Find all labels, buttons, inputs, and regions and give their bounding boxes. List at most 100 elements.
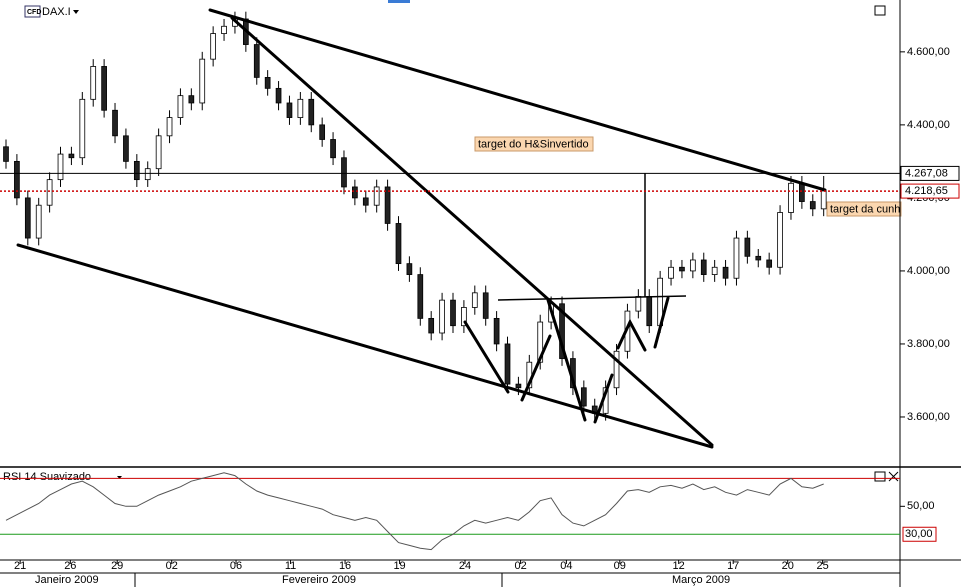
candle-body xyxy=(482,292,489,319)
month-label: Março 2009 xyxy=(672,574,730,586)
drawings xyxy=(16,8,827,449)
candle-body xyxy=(809,201,816,210)
x-tick-label: 24 xyxy=(459,560,471,572)
trend-line xyxy=(16,243,714,449)
trend-line xyxy=(230,16,714,447)
month-label: Fevereiro 2009 xyxy=(282,574,356,586)
month-label: Janeiro 2009 xyxy=(35,574,99,586)
candle-body xyxy=(79,98,86,159)
candle-body xyxy=(417,274,424,319)
indicator-line xyxy=(5,472,824,551)
price-label-box xyxy=(900,183,960,199)
dropdown-icon[interactable] xyxy=(73,10,79,14)
candle-body xyxy=(679,266,685,272)
annotation: target do H&Sinvertido xyxy=(478,138,589,150)
candle-body xyxy=(537,321,544,363)
x-tick-label: 17 xyxy=(727,560,739,572)
candle-body xyxy=(330,139,336,159)
x-tick-label: 09 xyxy=(614,560,626,572)
candle-body xyxy=(580,387,587,407)
x-tick-label: 16 xyxy=(339,560,351,572)
y-tick-label: 3.800,00 xyxy=(907,338,950,350)
candle-body xyxy=(439,299,445,334)
candle-body xyxy=(308,98,315,126)
candle-body xyxy=(788,182,794,213)
candle-body xyxy=(668,266,674,279)
price-label-box xyxy=(900,165,960,181)
candle-body xyxy=(319,124,326,140)
candle-body xyxy=(613,350,620,389)
candle-body xyxy=(133,160,140,181)
x-tick-label: 25 xyxy=(816,560,828,572)
y-tick-label: 3.600,00 xyxy=(907,411,950,423)
pattern-line xyxy=(593,373,614,424)
candle-body xyxy=(755,255,762,261)
candle-body xyxy=(112,109,118,137)
candle-body xyxy=(766,259,773,268)
x-tick-label: 19 xyxy=(393,560,405,572)
badge: CFD xyxy=(27,9,41,16)
candle-body xyxy=(123,135,129,162)
x-tick-label: 21 xyxy=(14,560,26,572)
x-tick-label: 26 xyxy=(64,560,76,572)
annotation-box xyxy=(826,201,902,217)
indicator-title: RSI 14 Suavizado xyxy=(3,471,91,483)
candle-body xyxy=(493,317,500,345)
pattern-line xyxy=(616,318,647,352)
maximize-button[interactable] xyxy=(874,5,886,16)
candle-body xyxy=(471,292,478,308)
candle-body xyxy=(646,296,653,327)
pattern-line xyxy=(463,320,510,394)
candle-body xyxy=(504,343,511,385)
candle-body xyxy=(46,179,53,206)
x-tick-label: 04 xyxy=(560,560,572,572)
candle-body xyxy=(144,168,151,181)
candle-body xyxy=(689,259,696,272)
chart-title: DAX.I xyxy=(42,6,71,18)
candle-body xyxy=(722,266,729,279)
annotation: target da cunh xyxy=(830,203,900,215)
annotation-box xyxy=(474,136,594,152)
x-tick-label: 06 xyxy=(230,560,242,572)
candle-body xyxy=(352,186,358,199)
candle-body xyxy=(14,160,20,199)
candle-body xyxy=(395,223,402,265)
candle-body xyxy=(559,303,565,359)
candle-body xyxy=(744,237,751,257)
candle-body xyxy=(373,186,380,206)
candle-body xyxy=(188,95,195,104)
pattern-line xyxy=(520,334,552,402)
candle-body xyxy=(3,146,9,162)
neckline xyxy=(497,295,687,301)
candle-body xyxy=(777,212,783,268)
candle-body xyxy=(275,87,282,104)
candle-body xyxy=(177,95,184,118)
x-tick-label: 12 xyxy=(673,560,685,572)
y-tick-label: 50,00 xyxy=(907,500,935,512)
maximize-button[interactable] xyxy=(874,471,886,482)
price-label: 4.267,08 xyxy=(905,167,948,179)
price-panel xyxy=(3,11,827,421)
candle-body xyxy=(635,296,642,312)
x-tick-label: 29 xyxy=(111,560,123,572)
candle-body xyxy=(384,186,391,224)
pattern-line xyxy=(653,296,670,349)
y-tick-label: 4.600,00 xyxy=(907,46,950,58)
candle-body xyxy=(24,197,31,239)
candle-body xyxy=(799,182,805,202)
candle-body xyxy=(57,153,64,181)
candle-body xyxy=(820,190,827,210)
candle-body xyxy=(286,102,293,118)
candle-body xyxy=(297,98,304,118)
candle-body xyxy=(461,307,467,327)
x-tick-label: 02 xyxy=(166,560,178,572)
dropdown-icon[interactable] xyxy=(117,476,122,479)
level-label: 30,00 xyxy=(905,528,933,540)
x-tick-label: 02 xyxy=(514,560,526,572)
candle-body xyxy=(221,25,227,34)
candle-body xyxy=(264,77,271,89)
close-button[interactable] xyxy=(888,471,899,482)
candle-body xyxy=(733,237,740,279)
